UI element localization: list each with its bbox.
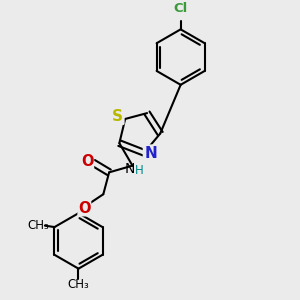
Text: Cl: Cl [173, 2, 188, 15]
Text: O: O [81, 154, 94, 169]
Text: N: N [144, 146, 157, 161]
Text: N: N [125, 162, 135, 176]
Text: H: H [134, 164, 143, 176]
Text: S: S [112, 109, 123, 124]
Text: CH₃: CH₃ [68, 278, 89, 291]
Text: O: O [78, 201, 91, 216]
Text: CH₃: CH₃ [28, 219, 49, 232]
